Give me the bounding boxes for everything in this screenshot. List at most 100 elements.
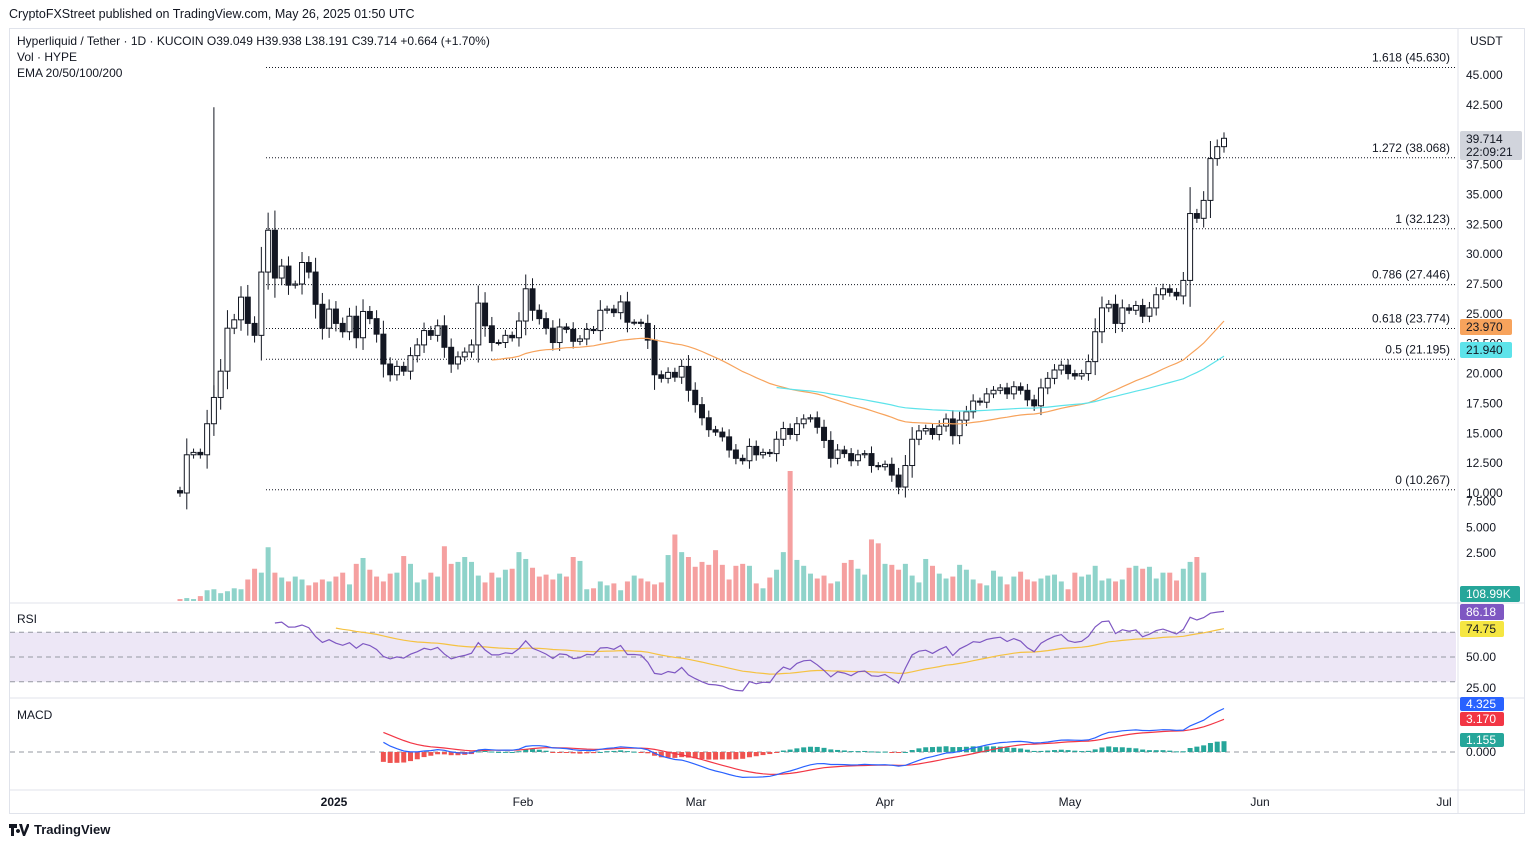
volume-legend[interactable]: Vol · HYPE: [17, 50, 78, 64]
volume-bar: [191, 599, 197, 601]
volume-bar: [658, 582, 664, 601]
volume-bar: [177, 599, 183, 601]
volume-bar: [828, 583, 834, 601]
candle-body: [1200, 199, 1207, 219]
tradingview-brand: TradingView: [34, 822, 111, 837]
volume-bar: [719, 564, 725, 601]
volume-bar: [441, 546, 447, 601]
candle-body: [868, 453, 875, 467]
currency-label[interactable]: USDT: [1470, 34, 1503, 48]
macd-hist-bar: [407, 752, 413, 762]
macd-hist-bar: [950, 747, 956, 752]
macd-hist-bar: [699, 752, 705, 759]
volume-bar: [279, 577, 285, 601]
volume-bar: [570, 557, 576, 601]
volume-bar: [245, 579, 251, 601]
volume-bar: [624, 581, 630, 601]
volume-tick-label: 5.000: [1466, 520, 1496, 534]
rsi-line: [274, 610, 1225, 692]
ema-legend[interactable]: EMA 20/50/100/200: [17, 66, 123, 80]
macd-hist-bar: [530, 749, 536, 752]
volume-bar: [252, 568, 258, 601]
macd-hist-bar: [740, 752, 746, 759]
candle-body: [332, 308, 339, 324]
candle-body: [827, 439, 834, 459]
candle-body: [183, 454, 190, 494]
candle-body: [882, 463, 889, 468]
macd-hist-bar: [502, 751, 508, 753]
candle-body: [943, 418, 950, 427]
macd-hist-bar: [692, 752, 698, 759]
candle-body: [1187, 213, 1194, 281]
volume-bar: [807, 573, 813, 601]
volume-bar: [1052, 574, 1058, 601]
candle-body: [888, 463, 895, 476]
macd-hist-bar: [597, 751, 603, 753]
volume-bar: [1106, 578, 1112, 601]
macd-hist-bar: [557, 752, 563, 753]
fib-label: 1 (32.123): [1395, 212, 1450, 226]
volume-bar: [760, 588, 766, 601]
candle-body: [644, 322, 651, 341]
volume-bar: [740, 563, 746, 601]
time-tick-label: 2025: [321, 795, 348, 809]
macd-hist-bar: [841, 750, 847, 752]
time-tick-label: Jun: [1250, 795, 1269, 809]
macd-hist-bar: [516, 751, 522, 753]
volume-bar: [258, 572, 264, 601]
candle-body: [1166, 288, 1173, 293]
candle-body: [360, 310, 367, 339]
candle-body: [1112, 303, 1119, 324]
volume-bar: [794, 559, 800, 601]
macd-pane-label[interactable]: MACD: [17, 708, 53, 722]
volume-bar: [211, 589, 217, 601]
volume-bar: [231, 588, 237, 601]
volume-bar: [523, 558, 529, 601]
volume-bar: [496, 577, 502, 601]
rsi-pane-label[interactable]: RSI: [17, 612, 38, 626]
volume-bar: [218, 593, 224, 601]
candle-body: [712, 429, 719, 433]
volume-bar: [991, 570, 997, 601]
macd-hist-bar: [685, 752, 691, 758]
macd-hist-bar: [1038, 750, 1044, 752]
candle-body: [699, 404, 705, 419]
volume-bar: [414, 582, 420, 601]
time-tick-label: Apr: [876, 795, 895, 809]
macd-hist-bar: [1106, 746, 1112, 752]
candle-body: [421, 330, 428, 346]
candle-body: [678, 365, 685, 378]
candle-body: [238, 296, 245, 321]
macd-hist-bar: [943, 746, 949, 752]
symbol-title[interactable]: Hyperliquid / Tether · 1D · KUCOIN: [17, 34, 204, 48]
volume-bar: [1099, 580, 1105, 601]
candle-body: [1105, 303, 1112, 309]
ema-50-value-bg: [1460, 319, 1512, 335]
macd-hist-bar: [1072, 750, 1078, 752]
volume-bar: [475, 575, 481, 601]
macd-hist-bar: [645, 752, 651, 754]
candle-body: [671, 371, 678, 378]
volume-tick-label: 7.500: [1466, 494, 1496, 508]
volume-bar: [1160, 572, 1166, 601]
volume-bar: [774, 569, 780, 601]
volume-bar: [184, 598, 190, 601]
tradingview-logo[interactable]: TradingView: [9, 822, 110, 837]
volume-bar: [469, 561, 475, 601]
volume-bar: [909, 575, 915, 601]
macd-hist-bar: [828, 749, 834, 752]
macd-hist-bar: [1140, 749, 1146, 752]
macd-hist-bar: [1201, 745, 1207, 752]
candle-body: [556, 326, 563, 344]
volume-bar: [916, 582, 922, 601]
volume-bar: [835, 581, 841, 601]
macd-hist-bar: [916, 748, 922, 752]
macd-hist-bar: [1160, 750, 1166, 752]
time-tick-label: May: [1059, 795, 1082, 809]
fib-label: 0 (10.267): [1395, 473, 1450, 487]
candle-body: [1078, 373, 1085, 377]
volume-bar: [936, 573, 942, 601]
macd-hist-bar: [997, 746, 1003, 752]
volume-value-label: 108.99K: [1466, 587, 1511, 601]
